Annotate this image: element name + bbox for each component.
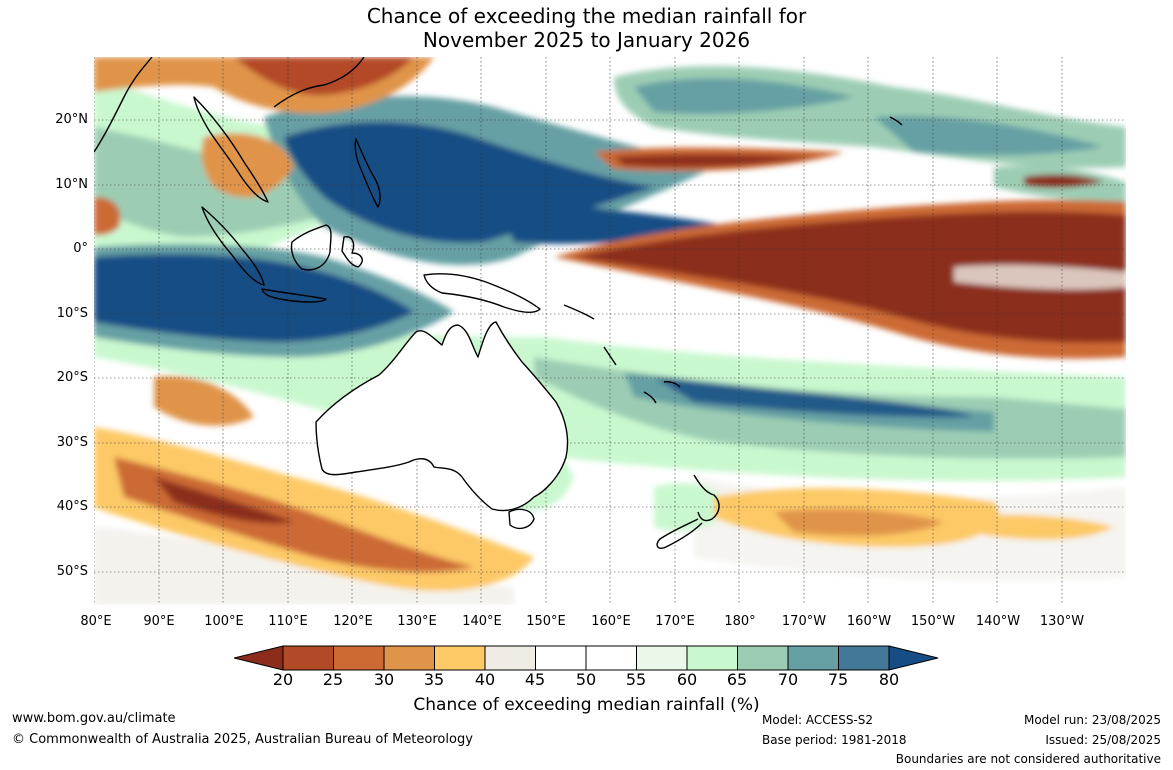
latitude-label: 10°N [55,177,88,192]
longitude-label: 150°E [526,614,566,629]
borneo-outline [290,224,332,271]
longitude-label: 110°E [268,614,308,629]
coastlines [94,57,903,549]
title-line-2: November 2025 to January 2026 [422,28,751,52]
colorbar-segment [686,645,738,671]
colorbar-segment [535,645,587,671]
model-name: Model: ACCESS-S2 [762,713,874,727]
colorbar-segment [484,645,536,671]
sumatra-outline [201,206,265,286]
philippines-outline [354,138,381,208]
longitude-label: 170°W [781,614,827,629]
longitude-label: 170°E [655,614,695,629]
hawaii-outline [889,116,903,126]
latitude-label: 30°S [56,435,88,450]
longitude-label: 140°E [462,614,502,629]
tasmania-outline [508,508,535,530]
indochina-outline [193,96,269,203]
colorbar-segment [787,645,839,671]
latitude-label: 0° [73,241,88,256]
new-zealand-north-outline [693,474,720,522]
copyright-text: © Commonwealth of Australia 2025, Austra… [12,732,473,747]
colorbar-tick: 20 [272,670,294,689]
colorbar-tick: 30 [373,670,395,689]
australia-outline [315,321,569,512]
colorbar-segment [333,645,385,671]
longitude-label: 130°E [397,614,437,629]
longitude-label: 160°W [846,614,892,629]
latitude-label: 10°S [56,306,88,321]
longitude-label: 140°W [975,614,1021,629]
colorbar-segment [434,645,486,671]
colorbar-tick: 40 [474,670,496,689]
india-coast-outline [94,57,153,153]
latitude-label: 40°S [56,499,88,514]
probability-fields [94,57,1126,605]
colorbar-segment [282,645,334,671]
colorbar-tick: 60 [676,670,698,689]
colorbar-extension-high [888,645,939,671]
new-guinea-outline [423,273,541,314]
colorbar-tick: 45 [524,670,546,689]
map-title: Chance of exceeding the median rainfall … [0,4,1173,52]
colorbar-extension-low [234,645,284,671]
longitude-label: 150°W [910,614,956,629]
longitude-label: 160°E [591,614,631,629]
colorbar-tick: 35 [423,670,445,689]
colorbar-tick: 70 [777,670,799,689]
longitude-label: 130°W [1039,614,1085,629]
colorbar [234,645,939,671]
colorbar-tick: 65 [726,670,748,689]
longitude-label: 100°E [204,614,244,629]
model-run-date: Model run: 23/08/2025 [1023,713,1161,727]
latitude-label: 20°N [55,112,88,127]
colorbar-tick: 75 [827,670,849,689]
longitude-label: 80°E [80,614,112,629]
colorbar-tick: 50 [575,670,597,689]
new-zealand-south-outline [656,518,703,549]
boundaries-disclaimer: Boundaries are not considered authoritat… [895,752,1161,766]
colorbar-segment [636,645,688,671]
latitude-label: 50°S [56,564,88,579]
longitude-label: 120°E [333,614,373,629]
colorbar-segment [737,645,789,671]
colorbar-tick: 25 [322,670,344,689]
issued-date: Issued: 25/08/2025 [1045,733,1161,747]
pacific-islands-outline [563,304,681,404]
latitude-label: 20°S [56,370,88,385]
base-period: Base period: 1981-2018 [762,733,907,747]
title-line-1: Chance of exceeding the median rainfall … [366,4,807,28]
website-link[interactable]: www.bom.gov.au/climate [12,711,176,726]
colorbar-label: Chance of exceeding median rainfall (%) [413,695,760,715]
colorbar-segment [838,645,890,671]
longitude-label: 180° [724,614,756,629]
china-coast-outline [273,57,365,108]
java-outline [261,288,327,303]
colorbar-segment [585,645,637,671]
colorbar-tick: 55 [625,670,647,689]
sulawesi-outline [341,236,363,268]
colorbar-segment [383,645,435,671]
longitude-label: 90°E [143,614,175,629]
colorbar-tick: 80 [878,670,900,689]
rainfall-probability-map [94,57,1126,605]
graticule [94,57,1126,605]
